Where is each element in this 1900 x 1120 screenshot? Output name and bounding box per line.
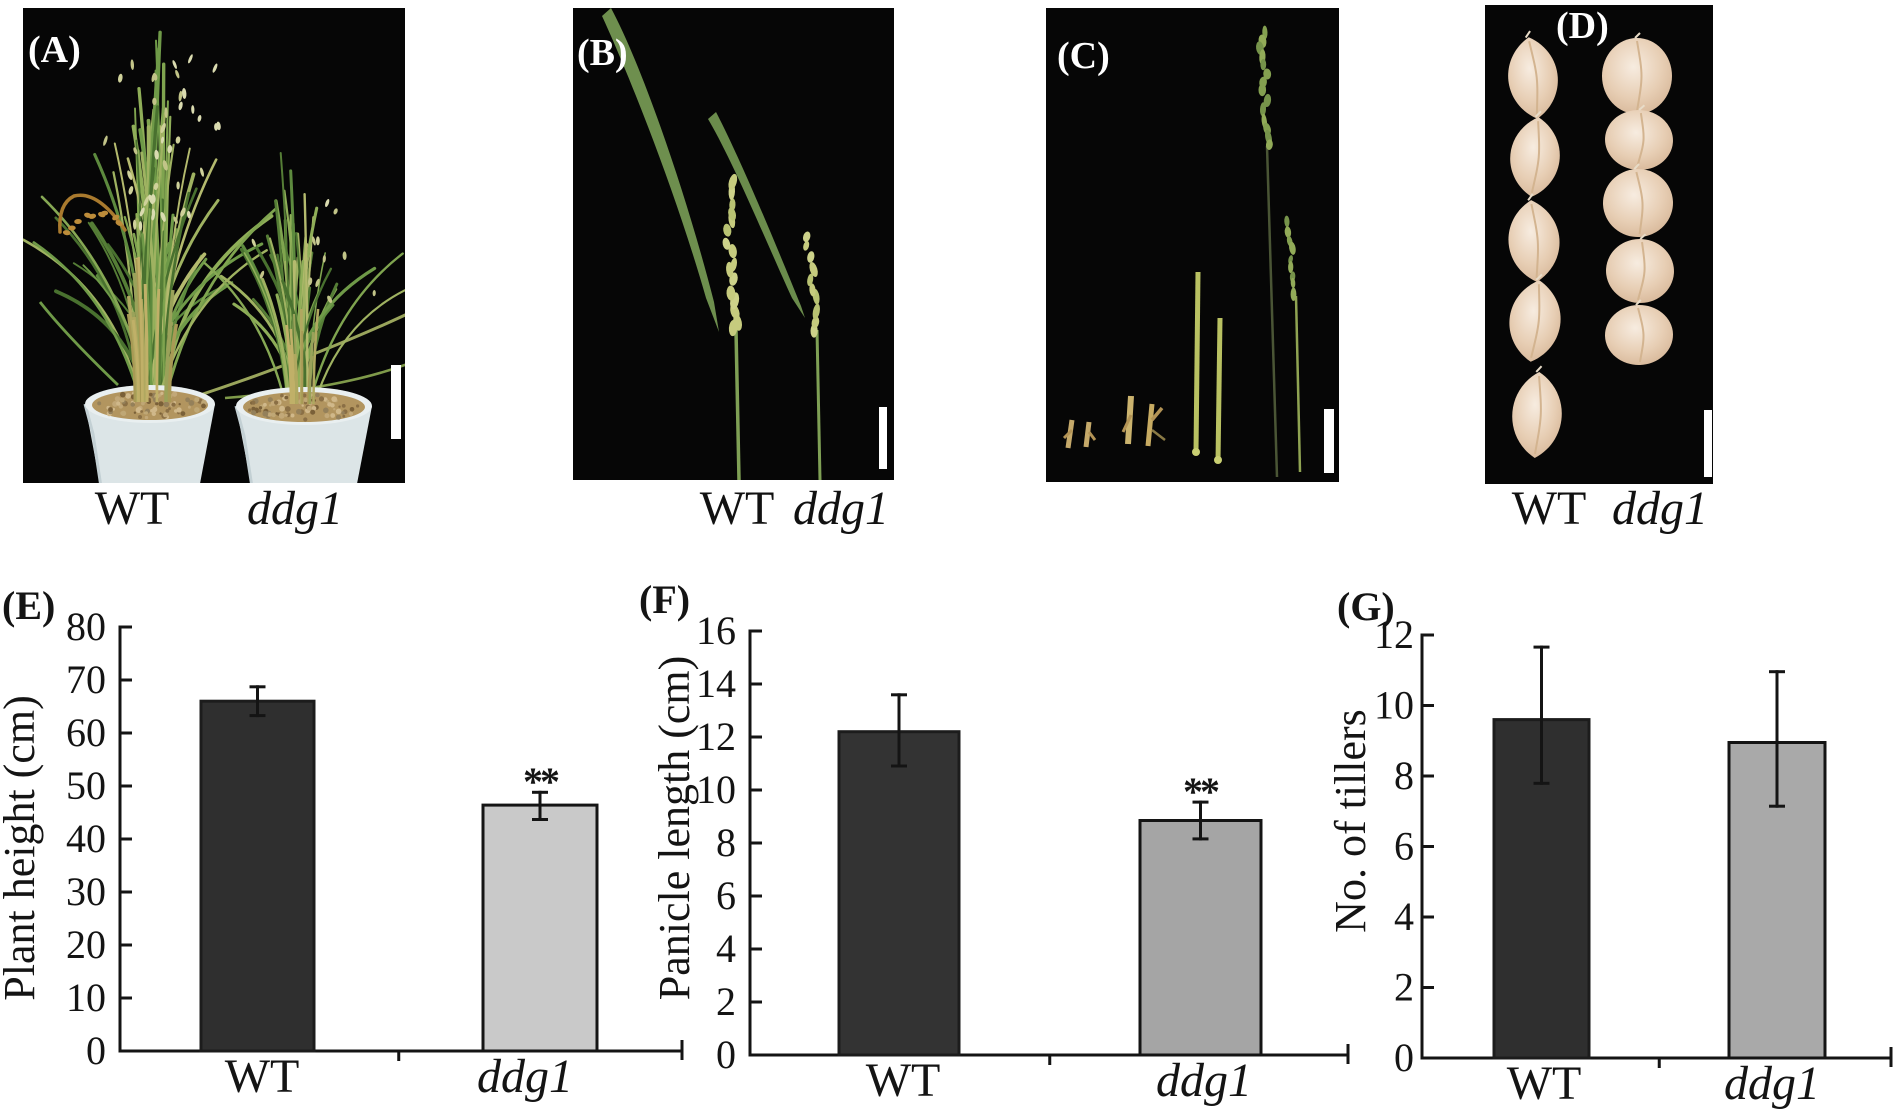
svg-text:ddg1: ddg1 <box>1612 482 1708 535</box>
svg-text:20: 20 <box>66 922 106 967</box>
svg-text:10: 10 <box>66 975 106 1020</box>
svg-text:12: 12 <box>696 714 736 759</box>
svg-text:80: 80 <box>66 604 106 649</box>
svg-text:(D): (D) <box>1556 5 1609 47</box>
svg-text:8: 8 <box>1394 753 1414 798</box>
svg-text:(G): (G) <box>1337 584 1395 629</box>
svg-text:WT: WT <box>95 482 170 535</box>
svg-text:6: 6 <box>716 873 736 918</box>
svg-text:(C): (C) <box>1057 35 1110 77</box>
svg-text:ddg1: ddg1 <box>793 482 889 535</box>
svg-text:ddg1: ddg1 <box>1724 1057 1820 1110</box>
svg-text:0: 0 <box>1394 1035 1414 1080</box>
svg-text:60: 60 <box>66 710 106 755</box>
svg-text:(B): (B) <box>577 32 628 74</box>
svg-text:10: 10 <box>1374 683 1414 728</box>
svg-text:0: 0 <box>716 1032 736 1077</box>
svg-text:Panicle length (cm): Panicle length (cm) <box>650 656 699 1001</box>
svg-text:WT: WT <box>1507 1057 1582 1110</box>
svg-text:WT: WT <box>700 482 775 535</box>
svg-text:WT: WT <box>225 1050 300 1103</box>
svg-text:12: 12 <box>1374 612 1414 657</box>
svg-text:50: 50 <box>66 763 106 808</box>
svg-text:ddg1: ddg1 <box>247 482 343 535</box>
svg-text:(A): (A) <box>28 29 81 71</box>
svg-text:ddg1: ddg1 <box>477 1050 573 1103</box>
svg-text:14: 14 <box>696 661 736 706</box>
svg-text:(E): (E) <box>2 583 55 628</box>
svg-text:Plant height (cm): Plant height (cm) <box>0 695 44 1001</box>
svg-text:10: 10 <box>696 767 736 812</box>
svg-text:16: 16 <box>696 608 736 653</box>
svg-text:WT: WT <box>866 1054 941 1107</box>
svg-text:0: 0 <box>86 1028 106 1073</box>
svg-text:WT: WT <box>1512 482 1587 535</box>
svg-text:**: ** <box>1183 769 1219 814</box>
svg-text:30: 30 <box>66 869 106 914</box>
svg-text:**: ** <box>523 759 559 804</box>
svg-text:4: 4 <box>716 926 736 971</box>
svg-text:4: 4 <box>1394 894 1414 939</box>
svg-text:(F): (F) <box>639 577 690 622</box>
svg-text:2: 2 <box>716 979 736 1024</box>
svg-text:40: 40 <box>66 816 106 861</box>
svg-text:6: 6 <box>1394 824 1414 869</box>
svg-text:2: 2 <box>1394 965 1414 1010</box>
svg-text:70: 70 <box>66 657 106 702</box>
svg-text:8: 8 <box>716 820 736 865</box>
svg-text:ddg1: ddg1 <box>1156 1054 1252 1107</box>
svg-text:No. of tillers: No. of tillers <box>1326 709 1375 933</box>
